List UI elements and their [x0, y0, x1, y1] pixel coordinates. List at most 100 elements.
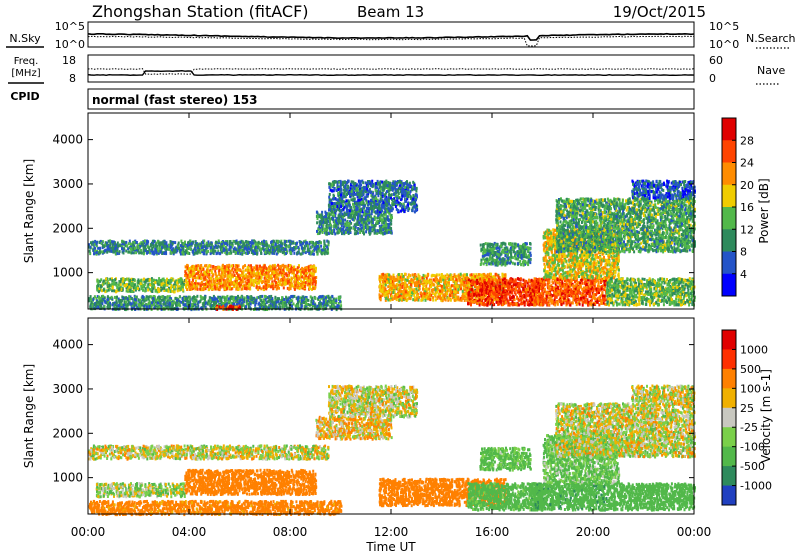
range-cell — [294, 288, 296, 291]
range-cell — [262, 269, 264, 272]
range-cell — [210, 299, 212, 302]
range-cell — [211, 287, 213, 290]
range-cell — [283, 271, 285, 274]
range-cell — [224, 272, 226, 275]
range-cell — [326, 252, 328, 255]
range-cell — [237, 275, 239, 278]
range-cell — [164, 284, 166, 287]
range-cell — [213, 280, 215, 283]
range-cell — [187, 241, 189, 244]
range-cell — [323, 242, 325, 245]
range-cell — [239, 241, 241, 244]
range-cell — [297, 281, 299, 284]
range-cell — [89, 250, 91, 253]
range-cell — [226, 278, 228, 281]
date-label: 19/Oct/2015 — [613, 3, 706, 21]
range-cell — [159, 281, 161, 284]
range-cell — [230, 249, 232, 252]
range-cell — [278, 300, 280, 303]
range-cell — [202, 304, 204, 307]
range-cell — [252, 274, 254, 277]
range-cell — [144, 246, 146, 249]
range-cell — [274, 280, 276, 283]
range-cell — [243, 242, 245, 245]
range-cell — [301, 247, 303, 250]
range-cell — [160, 251, 162, 254]
range-cell — [135, 251, 137, 254]
range-cell — [106, 282, 108, 285]
range-cell — [159, 306, 161, 309]
range-cell — [313, 287, 315, 290]
range-cell — [331, 295, 333, 298]
range-cell — [215, 275, 217, 278]
range-cell — [241, 281, 243, 284]
range-cell — [266, 243, 268, 246]
range-cell — [301, 304, 303, 307]
range-cell — [166, 248, 168, 251]
range-cell — [301, 276, 303, 279]
range-cell — [154, 281, 156, 284]
range-cell — [278, 287, 280, 290]
range-cell — [279, 283, 281, 286]
range-cell — [228, 297, 230, 300]
range-cell — [158, 243, 160, 246]
range-cell — [266, 247, 268, 250]
range-cell — [175, 304, 177, 307]
range-cell — [274, 296, 276, 299]
range-cell — [296, 286, 298, 289]
range-cell — [175, 250, 177, 253]
cpid-panel: CPID normal (fast stereo) 153 — [10, 89, 694, 109]
noise-right-tick-top: 10^5 — [709, 20, 739, 33]
range-cell — [128, 250, 130, 253]
range-cell — [138, 251, 140, 254]
beam-label: Beam 13 — [357, 3, 424, 21]
range-cell — [94, 247, 96, 250]
range-cell — [297, 296, 299, 299]
range-cell — [151, 248, 153, 251]
range-cell — [177, 289, 179, 292]
range-cell — [165, 251, 167, 254]
range-cell — [280, 302, 282, 305]
range-cell — [98, 296, 100, 299]
range-cell — [146, 305, 148, 308]
range-cell — [171, 302, 173, 305]
range-cell — [233, 303, 235, 306]
figure: Zhongshan Station (fitACF) Beam 13 19/Oc… — [0, 0, 800, 554]
range-cell — [180, 288, 182, 291]
range-cell — [114, 278, 116, 281]
range-cell — [286, 274, 288, 277]
range-cell — [271, 240, 273, 243]
range-cell — [193, 284, 195, 287]
range-cell — [191, 303, 193, 306]
range-cell — [188, 285, 190, 288]
range-cell — [179, 303, 181, 306]
range-cell — [264, 305, 266, 308]
range-cell — [300, 284, 302, 287]
range-cell — [217, 296, 219, 299]
range-cell — [222, 264, 224, 267]
range-cell — [111, 289, 113, 292]
range-cell — [119, 244, 121, 247]
range-cell — [233, 250, 235, 253]
range-cell — [218, 266, 220, 269]
range-cell — [138, 246, 140, 249]
range-cell — [129, 240, 131, 243]
range-cell — [176, 299, 178, 302]
range-cell — [134, 303, 136, 306]
range-cell — [256, 282, 258, 285]
range-cell — [246, 300, 248, 303]
range-cell — [242, 285, 244, 288]
range-cell — [163, 287, 165, 290]
range-cell — [245, 246, 247, 249]
range-cell — [315, 282, 317, 285]
range-cell — [314, 306, 316, 309]
range-cell — [104, 305, 106, 308]
range-cell — [125, 250, 127, 253]
range-cell — [152, 240, 154, 243]
range-cell — [299, 270, 301, 273]
range-cell — [149, 288, 151, 291]
range-cell — [312, 282, 314, 285]
range-cell — [329, 305, 331, 308]
range-cell — [289, 283, 291, 286]
